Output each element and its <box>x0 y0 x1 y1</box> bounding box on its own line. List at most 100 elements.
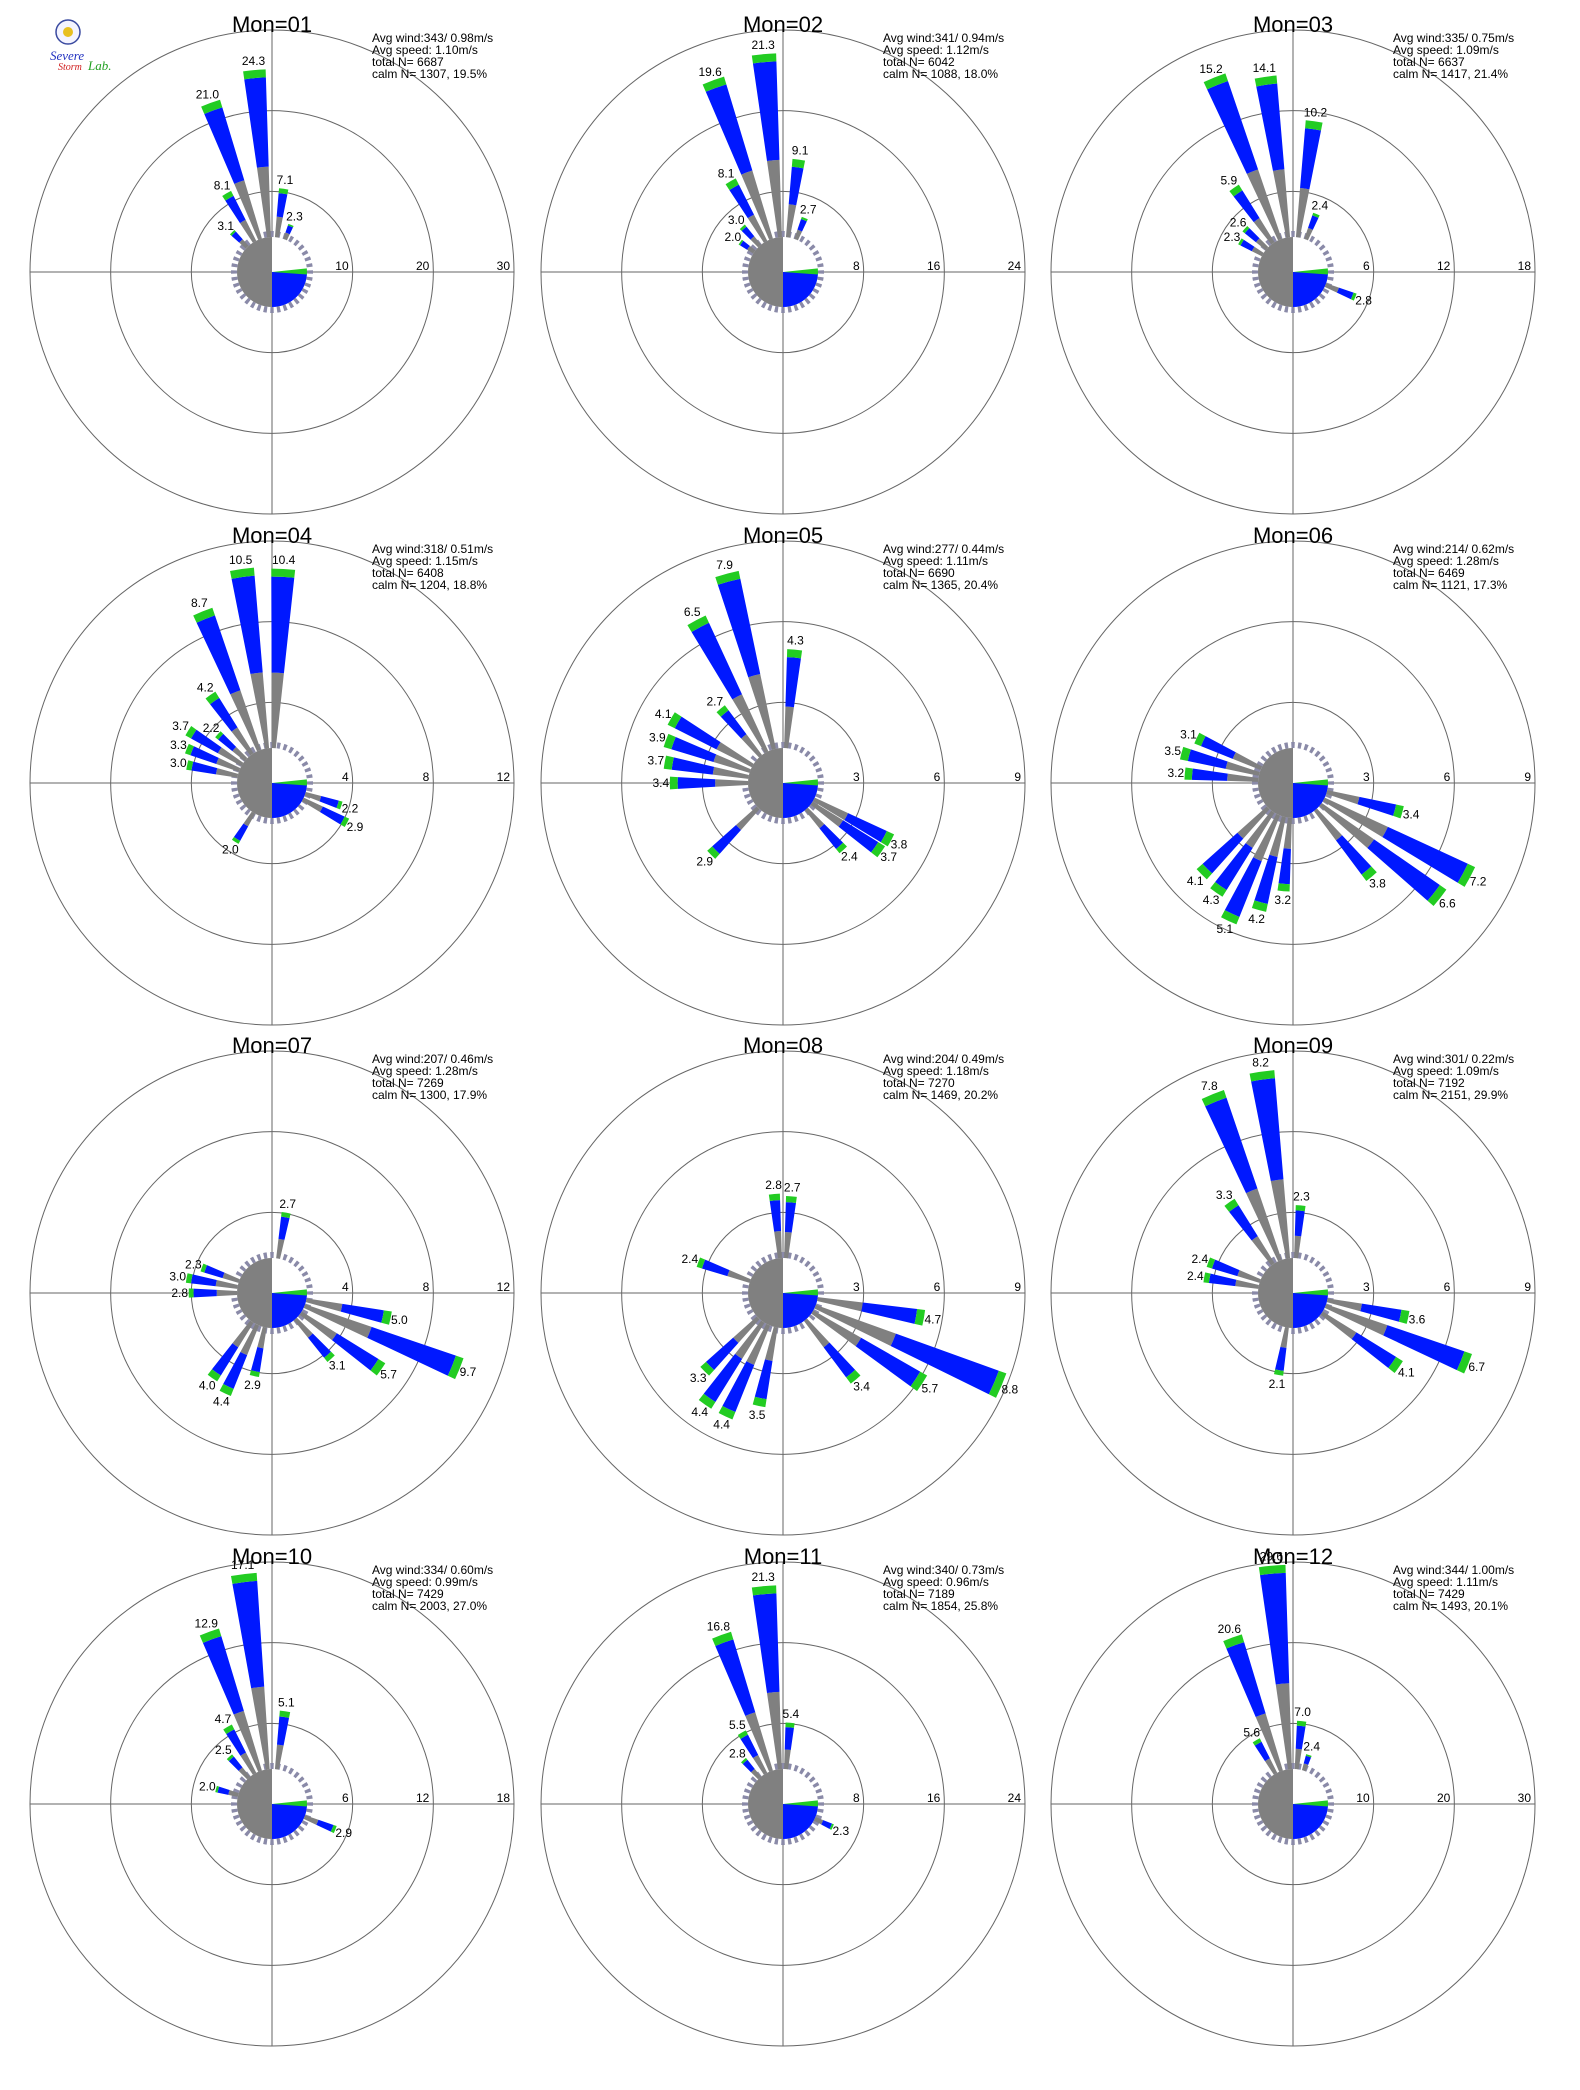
bar-segment-blue <box>1229 1205 1258 1241</box>
bar-segment-blue <box>211 1343 239 1376</box>
bar-label: 3.0 <box>728 213 745 227</box>
bar-segment-gray <box>1237 806 1270 839</box>
minor-bar <box>1309 1767 1316 1775</box>
bar-segment-gray <box>1251 246 1264 257</box>
minor-bar <box>812 1820 820 1827</box>
bar-label: 3.1 <box>217 219 234 233</box>
stat-line: Avg wind:214/ 0.62m/s <box>1393 542 1514 556</box>
bar-segment-blue <box>231 575 263 675</box>
minor-bar <box>239 1776 247 1783</box>
bar-label: 5.7 <box>922 1381 939 1395</box>
stat-line: Avg wind:344/ 1.00m/s <box>1393 1563 1514 1577</box>
stat-line: Avg speed: 1.18m/s <box>883 1064 989 1078</box>
hub <box>1258 1769 1328 1839</box>
ring-label: 24 <box>1008 1791 1022 1805</box>
bar-segment-blue <box>715 1639 756 1716</box>
bar-label: 10.5 <box>229 553 253 567</box>
hub-white-sector <box>272 1258 307 1293</box>
bar-segment-gray <box>814 1304 896 1346</box>
minor-bar <box>235 249 243 256</box>
stat-line: Avg wind:277/ 0.44m/s <box>883 542 1004 556</box>
minor-bar <box>746 249 754 256</box>
minor-bar <box>804 239 811 247</box>
bar-label: 3.4 <box>652 776 669 790</box>
bar-label: 3.7 <box>648 754 665 768</box>
stat-line: Avg wind:343/ 0.98m/s <box>372 31 493 45</box>
minor-bar <box>1270 1322 1277 1330</box>
minor-bar <box>306 276 313 281</box>
bar-segment-gray <box>283 232 290 241</box>
bar-label: 7.2 <box>1470 874 1487 888</box>
bar-segment-gray <box>232 746 248 762</box>
wind-bar: 3.0 <box>170 756 239 778</box>
bar-segment-green <box>741 1757 748 1765</box>
minor-bar <box>750 1776 758 1783</box>
minor-bar <box>244 1260 251 1268</box>
bar-label: 24.3 <box>242 54 266 68</box>
minor-bar <box>743 256 751 262</box>
minor-bar <box>1265 1829 1272 1837</box>
ring-label: 12 <box>497 770 511 784</box>
bar-label: 2.8 <box>171 1286 188 1300</box>
minor-bar <box>1252 1795 1259 1800</box>
minor-bar <box>1252 781 1259 785</box>
minor-bar <box>244 1829 251 1837</box>
wind-bar: 2.7 <box>784 1180 801 1259</box>
minor-bar <box>1314 1771 1321 1779</box>
bar-segment-gray <box>299 1311 337 1341</box>
bar-segment-blue <box>276 1716 290 1746</box>
wind-bar: 2.3 <box>1293 1189 1310 1259</box>
bar-segment-green <box>698 1393 716 1409</box>
bar-label: 2.4 <box>1311 199 1328 213</box>
minor-bar <box>1309 746 1316 754</box>
bar-segment-gray <box>1319 802 1375 849</box>
minor-bar <box>239 293 247 300</box>
bar-segment-green <box>336 800 343 810</box>
bar-label: 14.1 <box>1253 61 1277 75</box>
bar-label: 9.7 <box>460 1365 477 1379</box>
minor-bar <box>812 249 820 256</box>
hub-white-sector <box>783 1258 818 1293</box>
minor-bar <box>817 276 824 281</box>
bar-segment-blue <box>722 1361 755 1413</box>
bar-segment-gray <box>733 1316 760 1343</box>
wind-bar: 4.4 <box>213 1323 260 1409</box>
wind-bar: 19.6 <box>698 65 773 240</box>
minor-bar <box>793 743 799 751</box>
hub <box>237 237 307 307</box>
minor-bar <box>1309 235 1316 243</box>
minor-bar <box>750 1825 758 1832</box>
bar-segment-blue <box>705 1337 739 1371</box>
minor-bar <box>232 256 240 262</box>
bar-segment-gray <box>736 806 760 830</box>
bar-segment-blue <box>784 1202 796 1233</box>
bar-segment-gray <box>1253 218 1275 245</box>
bar-segment-blue <box>278 1216 290 1240</box>
wind-bar: 5.7 <box>299 1311 397 1382</box>
bar-segment-blue <box>1202 832 1244 874</box>
bar-label: 3.8 <box>891 838 908 852</box>
minor-bar <box>781 231 785 238</box>
panel-title: Mon=06 <box>1253 523 1333 548</box>
hub-gray-sector <box>237 1258 272 1328</box>
bar-segment-green <box>185 726 197 739</box>
bar-segment-green <box>1295 1205 1306 1212</box>
bar-segment-blue <box>1224 857 1262 917</box>
minor-bar <box>799 746 806 754</box>
bar-segment-gray <box>1294 1235 1302 1259</box>
minor-bar <box>1277 1836 1283 1844</box>
minor-bar <box>276 1838 281 1845</box>
minor-bar <box>781 1252 785 1259</box>
bar-label: 6.6 <box>1439 897 1456 911</box>
minor-bar <box>787 1838 792 1845</box>
bar-segment-gray <box>1253 813 1281 862</box>
bar-label: 4.4 <box>691 1405 708 1419</box>
bar-label: 5.0 <box>391 1313 408 1327</box>
bar-label: 2.5 <box>215 1743 232 1757</box>
bar-segment-gray <box>1326 1298 1362 1312</box>
bar-label: 2.7 <box>279 1197 296 1211</box>
stat-line: Avg wind:340/ 0.73m/s <box>883 1563 1004 1577</box>
minor-bar <box>1327 263 1334 268</box>
